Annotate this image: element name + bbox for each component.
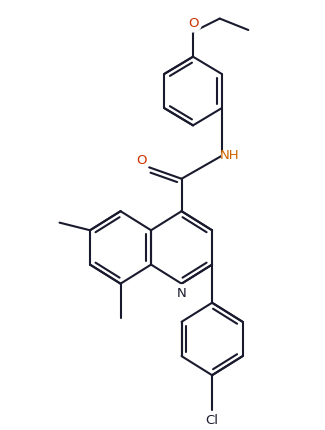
Text: Cl: Cl (206, 414, 219, 427)
Circle shape (185, 15, 202, 32)
Circle shape (173, 285, 190, 301)
Text: O: O (188, 17, 198, 30)
Text: N: N (177, 287, 187, 300)
Text: O: O (136, 154, 147, 167)
Circle shape (204, 412, 220, 429)
Text: NH: NH (220, 149, 240, 163)
Circle shape (133, 152, 150, 169)
Circle shape (222, 147, 239, 164)
